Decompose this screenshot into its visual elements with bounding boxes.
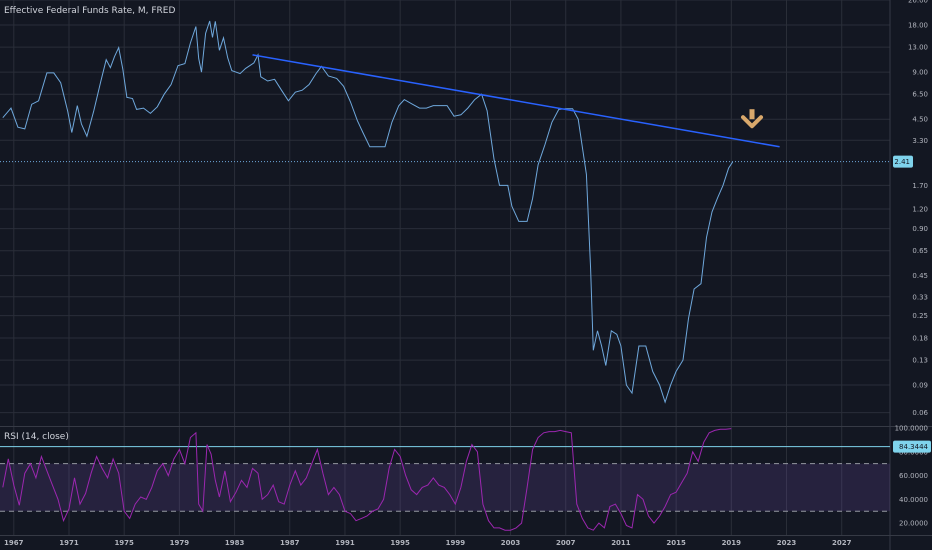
price-tick-label: 0.13 [912,357,928,365]
time-tick-label: 2003 [501,539,521,547]
time-tick-label: 1995 [390,539,410,547]
last-value-label: 2.41 [894,158,910,166]
rsi-value-label: 84.3444 [899,443,928,451]
price-tick-label: 26.00 [908,0,928,5]
rsi-tick-label: 20.0000 [899,520,928,528]
price-tick-label: 1.20 [912,206,928,214]
price-tick-label: 0.65 [912,247,928,255]
price-tick-label: 1.70 [912,182,928,190]
price-tick-label: 18.00 [908,21,928,29]
grid-lines [0,0,890,535]
arrow-shaft [749,109,755,120]
time-axis[interactable]: 1967 1971 1975 1979 1983 1987 1991 1995 1999 2003… [4,539,852,547]
trendline [252,54,780,148]
time-tick-label: 1975 [114,539,134,547]
time-tick-label: 2011 [611,539,631,547]
rsi-value-badge [893,440,931,453]
time-tick-label: 2027 [832,539,852,547]
time-tick-label: 1999 [446,539,466,547]
price-tick-label: 0.45 [912,272,928,280]
time-tick-label: 1987 [280,539,300,547]
last-value-badge [893,155,913,168]
price-tick-label: 3.30 [912,137,928,145]
price-axis[interactable]: 26.00 18.00 13.00 9.00 6.50 4.50 3.30 1.70 1.20 0… [893,0,931,528]
rsi-pane [0,428,890,531]
arrow-down-icon [741,109,764,129]
price-tick-label: 13.00 [908,44,928,52]
main-series-legend[interactable]: Effective Federal Funds Rate, M, FRED [4,6,176,16]
price-tick-label: 0.25 [912,312,928,320]
rsi-tick-label: 60.0000 [899,472,928,480]
time-tick-label: 2019 [722,539,742,547]
rsi-tick-label: 40.0000 [899,496,928,504]
price-pane [0,20,890,404]
price-tick-label: 9.00 [912,69,928,77]
time-tick-label: 1967 [4,539,24,547]
price-tick-label: 4.50 [912,116,928,124]
rsi-legend[interactable]: RSI (14, close) [4,432,69,442]
time-tick-label: 1983 [225,539,245,547]
time-tick-label: 1979 [170,539,190,547]
rsi-line [2,428,732,531]
price-tick-label: 0.06 [912,409,928,417]
rate-line [2,20,734,404]
time-tick-label: 2007 [556,539,576,547]
time-tick-label: 1971 [59,539,79,547]
rsi-tick-label: 100.0000 [895,425,928,433]
time-tick-label: 2015 [666,539,686,547]
time-tick-label: 1991 [335,539,355,547]
price-tick-label: 0.90 [912,225,928,233]
price-tick-label: 6.50 [912,91,928,99]
price-tick-label: 0.09 [912,382,928,390]
price-tick-label: 0.33 [912,293,928,301]
rsi-band-fill [0,463,890,512]
arrow-head [741,115,764,129]
time-tick-label: 2023 [777,539,797,547]
price-tick-label: 0.18 [912,334,928,342]
